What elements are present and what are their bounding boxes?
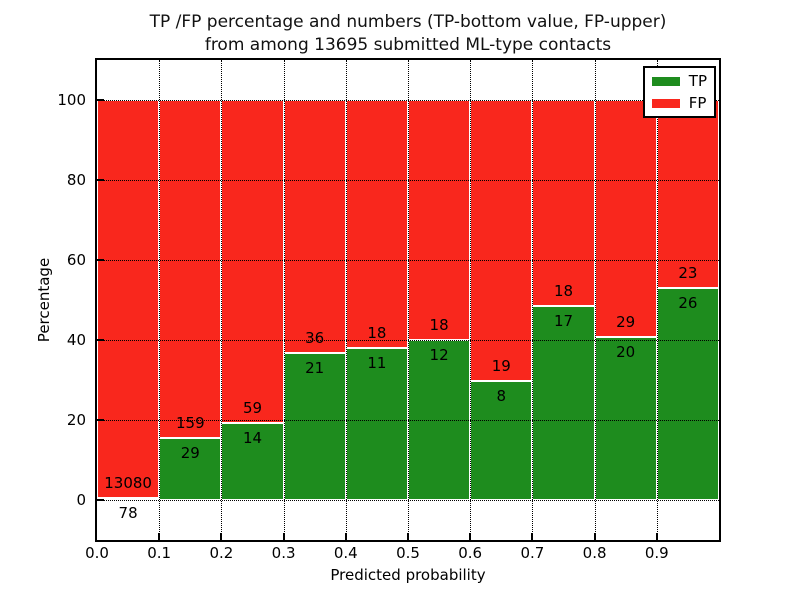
tp-count-label: 78 <box>118 503 138 522</box>
fp-count-label: 13080 <box>104 473 152 492</box>
tp-count-label: 26 <box>678 293 698 312</box>
fp-count-label: 59 <box>242 399 263 418</box>
bar-segment-tp <box>283 352 346 500</box>
legend-item-fp: FP <box>651 94 707 112</box>
tp-count-label: 8 <box>496 387 507 406</box>
bar-segment-fp <box>221 100 284 424</box>
x-axis-tick <box>407 533 409 540</box>
bar-segment-tp <box>345 348 408 500</box>
x-tick-label: 0.6 <box>458 544 483 562</box>
x-tick-label: 0.1 <box>147 544 172 562</box>
bar-segment-fp <box>408 100 471 340</box>
y-tick-label: 100 <box>57 91 86 109</box>
gridline-vertical <box>159 60 161 540</box>
x-axis-tick <box>282 533 285 540</box>
tp-count-label: 12 <box>429 346 449 364</box>
y-axis-tick <box>97 259 104 261</box>
gridline-vertical <box>408 60 409 540</box>
x-axis-label: Predicted probability <box>330 566 486 584</box>
y-tick-label: 80 <box>66 171 86 189</box>
y-axis-label: Percentage <box>35 257 53 343</box>
tp-count-label: 20 <box>616 342 636 361</box>
legend-item-tp: TP <box>651 72 707 90</box>
fp-count-label: 29 <box>616 312 636 331</box>
fp-count-label: 18 <box>429 316 449 334</box>
chart-title-line2: from among 13695 submitted ML-type conta… <box>204 35 612 55</box>
legend-swatch-tp <box>651 76 680 86</box>
legend-label-tp: TP <box>688 72 707 90</box>
x-axis-tick <box>593 533 596 540</box>
bar-segment-tp <box>532 305 595 500</box>
fp-count-label: 23 <box>678 263 698 282</box>
x-tick-label: 0.7 <box>520 544 545 562</box>
x-tick-label: 0.0 <box>85 544 109 562</box>
legend-label-fp: FP <box>688 94 707 112</box>
x-axis-tick <box>531 533 534 540</box>
x-axis-tick <box>158 533 161 540</box>
gridline-vertical <box>594 60 596 540</box>
x-axis-tick <box>655 533 658 540</box>
y-axis-tick <box>97 339 104 341</box>
x-tick-label: 0.2 <box>209 544 234 562</box>
fp-count-label: 18 <box>553 281 574 300</box>
bar-segment-tp <box>656 287 719 500</box>
gridline-vertical <box>470 60 472 540</box>
x-axis-tick <box>344 533 347 540</box>
x-tick-label: 0.4 <box>333 544 358 562</box>
gridline-vertical <box>345 60 347 540</box>
bar-segment-fp <box>159 100 222 439</box>
x-axis-tick <box>220 533 223 540</box>
tp-count-label: 21 <box>305 358 325 377</box>
y-axis-tick <box>97 179 104 181</box>
gridline-vertical <box>283 60 285 540</box>
legend: TP FP <box>642 66 716 118</box>
bar-segment-tp <box>470 381 533 500</box>
x-axis-tick <box>469 533 472 540</box>
chart-title: TP /FP percentage and numbers (TP-bottom… <box>8 11 800 57</box>
fp-count-label: 18 <box>367 324 387 343</box>
y-tick-label: 20 <box>66 411 86 429</box>
bar-segment-tp <box>159 438 222 500</box>
y-axis-tick <box>97 99 104 101</box>
gridline-vertical <box>532 60 534 540</box>
chart-title-line1: TP /FP percentage and numbers (TP-bottom… <box>149 12 667 32</box>
plot-area: TP FP 13080 78 159 29 59 14 36 21 18 11 18 12 19 8 18 1… <box>95 58 721 542</box>
legend-swatch-fp <box>651 98 680 108</box>
bar-segment-fp <box>532 100 595 306</box>
bar-segment-fp <box>470 100 533 382</box>
y-tick-label: 40 <box>66 331 86 349</box>
bar-segment-tp <box>594 336 657 500</box>
tp-count-label: 29 <box>180 444 200 463</box>
bar-segment-fp <box>345 100 408 349</box>
bar-segment-fp <box>97 100 160 498</box>
y-tick-label: 0 <box>76 491 86 509</box>
fp-count-label: 36 <box>305 328 325 347</box>
fp-count-label: 159 <box>175 414 205 433</box>
x-tick-label: 0.5 <box>396 544 420 562</box>
y-tick-label: 60 <box>66 251 86 269</box>
x-tick-label: 0.3 <box>271 544 296 562</box>
bar-segment-fp <box>283 100 346 353</box>
tp-count-label: 14 <box>242 429 263 448</box>
gridline-vertical <box>656 60 658 540</box>
tp-count-label: 11 <box>367 354 387 373</box>
y-axis-tick <box>97 499 104 501</box>
tp-count-label: 17 <box>553 311 574 330</box>
x-tick-label: 0.9 <box>644 544 669 562</box>
bar-segment-tp <box>97 497 160 500</box>
bar-segment-fp <box>594 100 657 337</box>
y-axis-tick <box>97 419 104 421</box>
fp-count-label: 19 <box>491 357 511 376</box>
x-tick-label: 0.8 <box>582 544 607 562</box>
bar-segment-fp <box>656 100 719 288</box>
gridline-vertical <box>221 60 223 540</box>
